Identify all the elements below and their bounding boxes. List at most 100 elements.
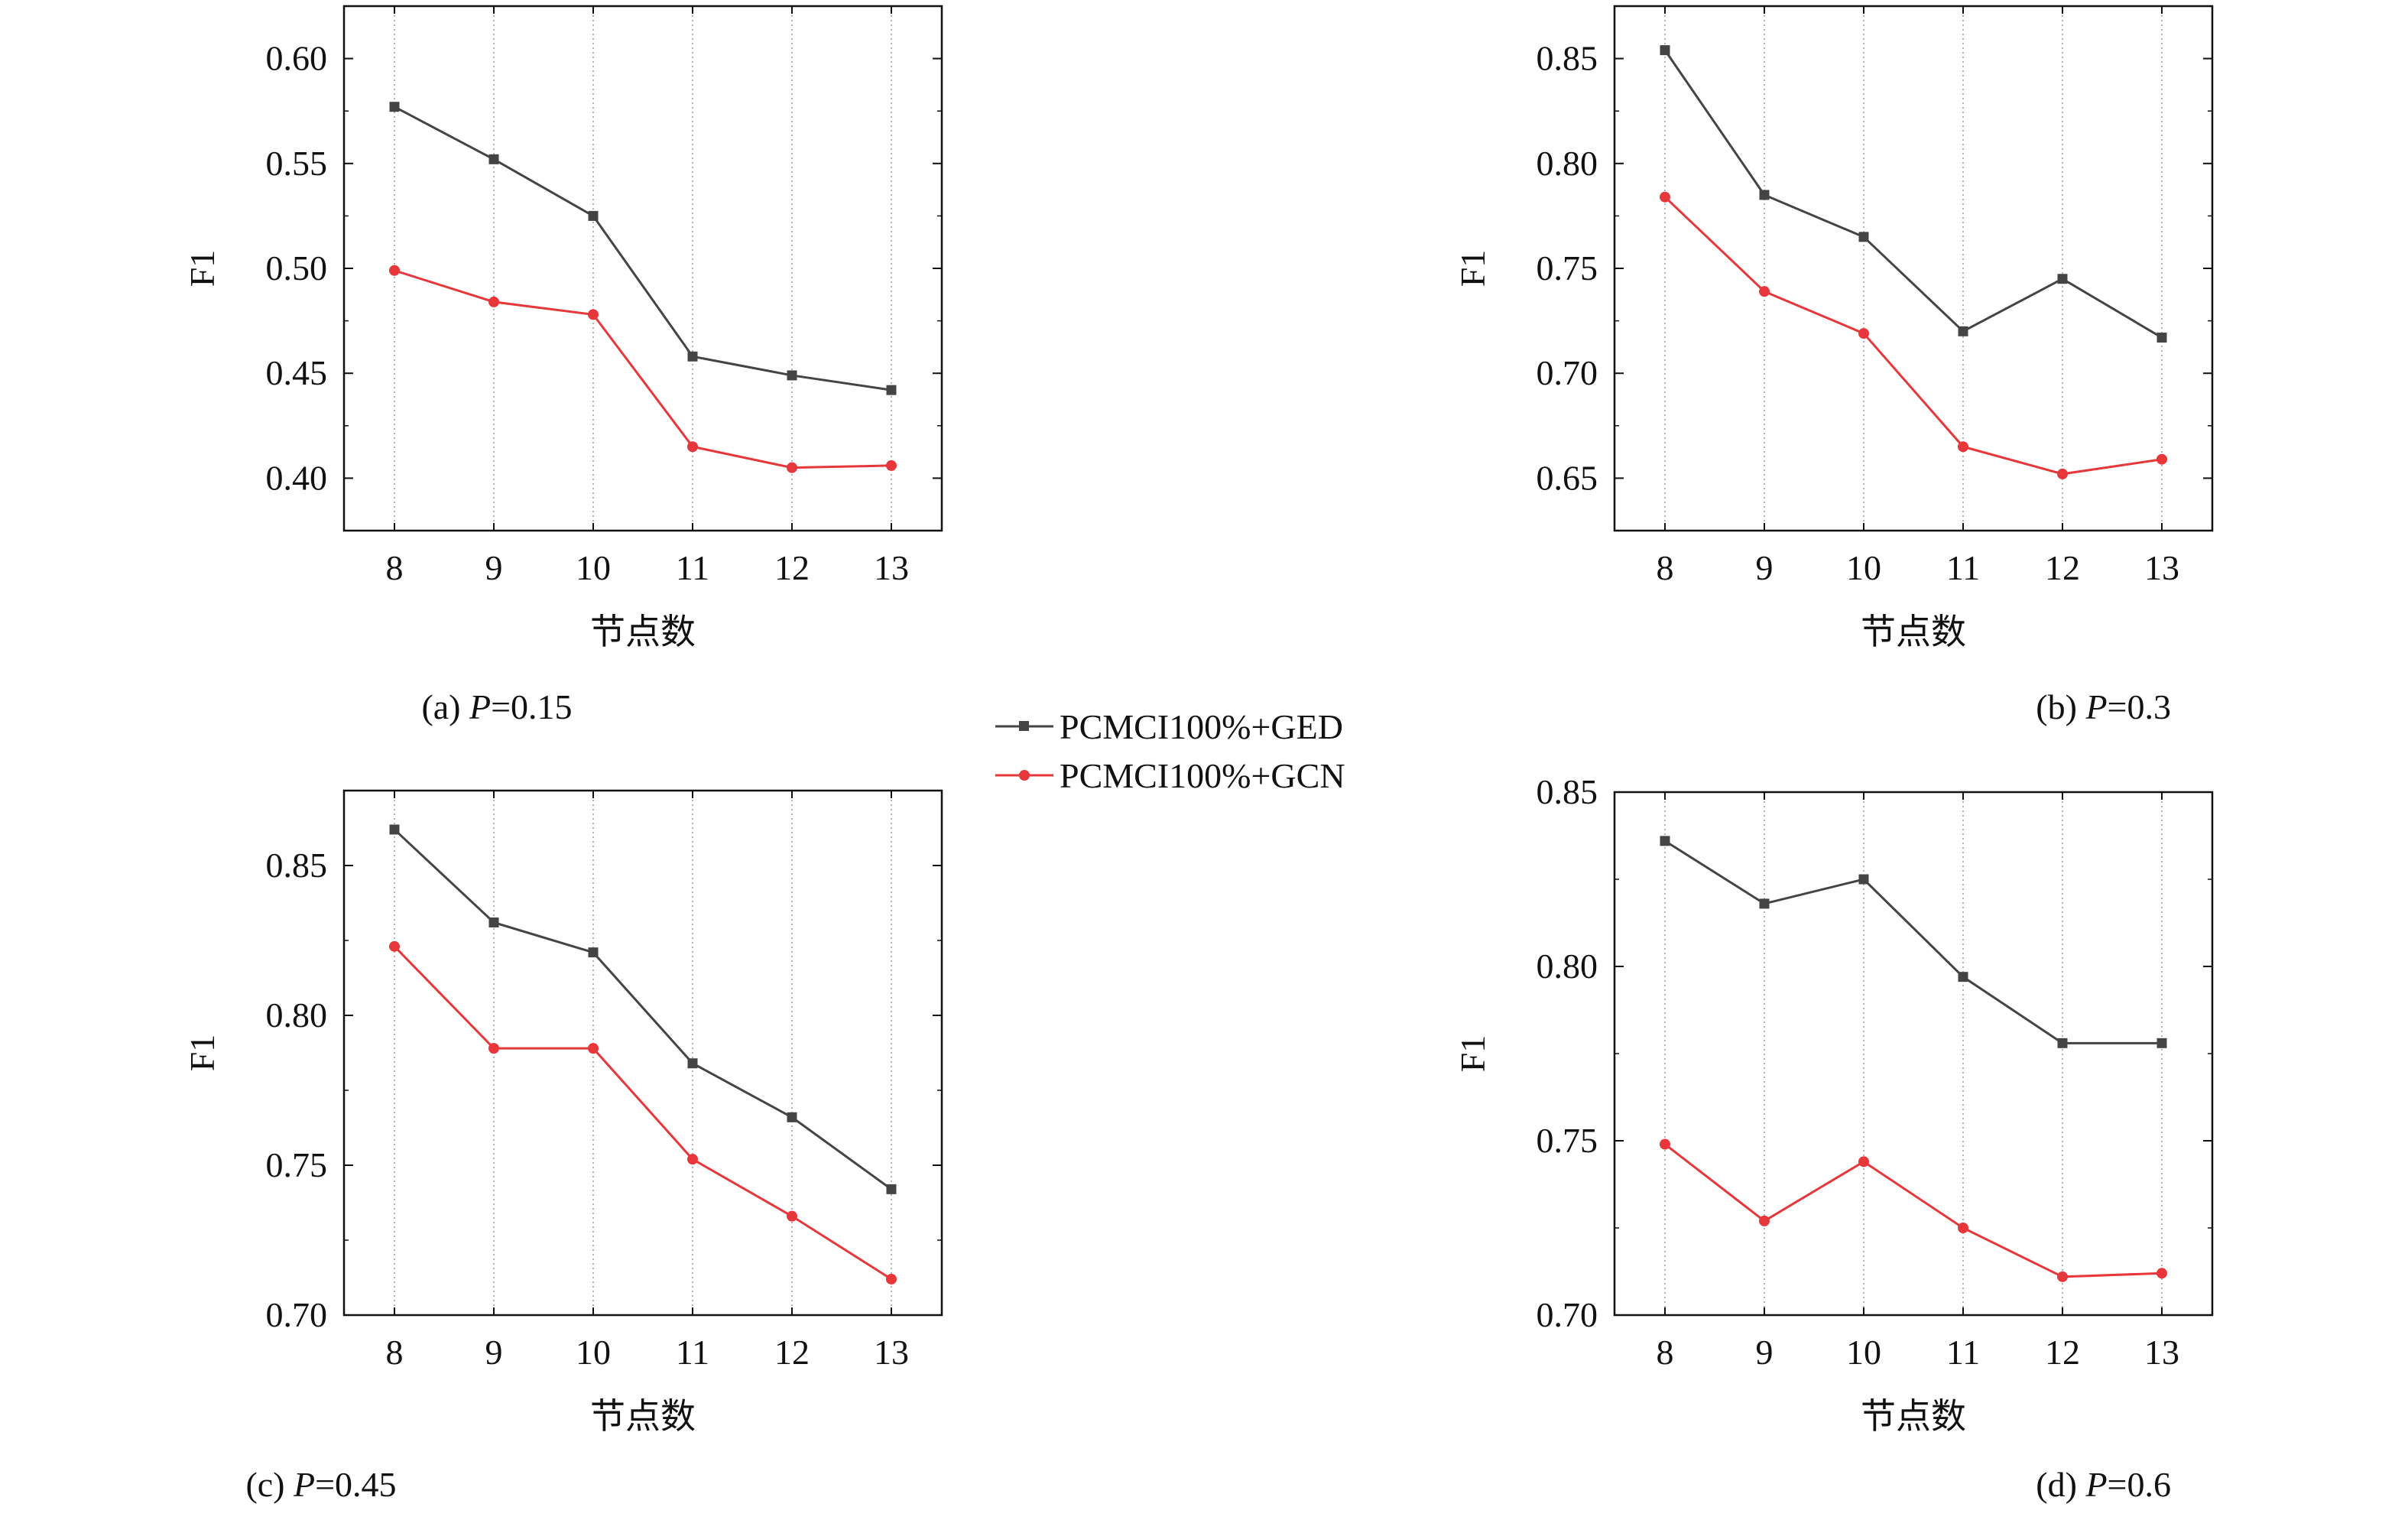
data-point-d-1-4 [2057, 1271, 2068, 1282]
data-point-c-0-1 [488, 917, 499, 927]
data-point-a-1-3 [687, 441, 698, 453]
x-tick-label-d-2: 10 [1846, 1333, 1881, 1372]
chart-svg-b: 8 9 10 11 12 13 0.65 0.70 0.75 0.80 0.85 节点数 F1 [1453, 5, 2214, 651]
data-point-a-0-2 [588, 210, 599, 221]
data-point-b-0-3 [1958, 326, 1968, 336]
x-tick-label-c-0: 8 [386, 1333, 404, 1372]
y-tick-label-b-2: 0.75 [1537, 248, 1598, 287]
caption-c-suffix: =0.45 [315, 1465, 397, 1504]
data-point-a-1-5 [886, 460, 897, 471]
data-point-a-1-4 [787, 462, 797, 473]
x-axis-label-b: 节点数 [1861, 612, 1966, 651]
data-point-c-0-0 [389, 824, 400, 835]
data-point-d-1-5 [2156, 1268, 2167, 1279]
x-tick-label-a-3: 11 [676, 548, 709, 587]
y-axis-label-b: F1 [1453, 250, 1492, 287]
data-point-c-1-1 [488, 1043, 499, 1054]
caption-a-suffix: =0.15 [491, 687, 573, 726]
data-point-c-1-0 [389, 940, 400, 952]
caption-a-var: P [469, 687, 492, 726]
series-line-a-0 [394, 106, 892, 391]
data-point-b-1-4 [2057, 468, 2068, 479]
plot-frame-a [342, 5, 943, 532]
chart-svg-a: 8 9 10 11 12 13 0.40 0.45 0.50 0.55 0.60 节点数 F1 [183, 5, 943, 651]
data-point-a-1-2 [588, 309, 599, 320]
y-axis-label-c: F1 [183, 1034, 222, 1072]
data-point-d-1-3 [1958, 1223, 1968, 1233]
data-point-a-0-3 [687, 351, 698, 362]
caption-d-prefix: (d) [2036, 1465, 2086, 1504]
x-tick-label-c-4: 12 [774, 1333, 810, 1372]
x-tick-label-c-1: 9 [485, 1333, 503, 1372]
data-point-b-0-4 [2057, 274, 2068, 284]
x-tick-label-c-3: 11 [676, 1333, 709, 1372]
plot-frame-d [1613, 791, 2214, 1317]
y-tick-label-c-3: 0.85 [266, 846, 328, 885]
x-tick-label-d-0: 8 [1657, 1333, 1674, 1372]
x-tick-label-a-2: 10 [576, 548, 611, 587]
caption-d: (d) P=0.6 [1284, 1464, 2171, 1505]
y-tick-label-b-3: 0.80 [1537, 144, 1598, 183]
x-tick-label-b-3: 11 [1946, 548, 1980, 587]
x-axis-label-a: 节点数 [590, 612, 696, 651]
y-tick-label-b-1: 0.70 [1537, 353, 1598, 392]
x-tick-label-b-1: 9 [1756, 548, 1774, 587]
data-point-b-0-0 [1660, 45, 1670, 56]
series-line-d-0 [1664, 840, 2162, 1044]
y-tick-label-d-2: 0.80 [1537, 947, 1598, 986]
legend-label-ged: PCMCI100%+GED [1060, 707, 1343, 746]
legend-label-gcn: PCMCI100%+GCN [1060, 756, 1345, 795]
caption-d-var: P [2085, 1465, 2108, 1504]
caption-c-prefix: (c) [245, 1465, 294, 1504]
y-tick-label-b-0: 0.65 [1537, 458, 1598, 497]
data-point-a-1-0 [389, 265, 400, 276]
data-point-d-1-2 [1858, 1156, 1869, 1168]
chart-panel-d: 8 9 10 11 12 13 0.70 0.75 0.80 0.85 节点数 F1 (d) P=0.… [1284, 765, 2278, 1520]
data-point-b-1-1 [1759, 286, 1770, 297]
data-point-b-1-3 [1958, 441, 1968, 453]
data-point-c-1-2 [588, 1043, 599, 1054]
y-axis-label-a: F1 [183, 250, 222, 287]
y-tick-label-c-1: 0.75 [266, 1145, 328, 1184]
series-line-b-0 [1663, 49, 2163, 339]
x-tick-label-b-5: 13 [2144, 548, 2179, 587]
data-point-a-0-5 [886, 385, 897, 395]
y-tick-label-d-1: 0.75 [1537, 1121, 1598, 1160]
x-tick-label-d-5: 13 [2144, 1333, 2179, 1372]
data-point-b-0-5 [2156, 333, 2167, 343]
chart-panel-a: 8 9 10 11 12 13 0.40 0.45 0.50 0.55 0.60 节点数 F1 (a) … [0, 0, 994, 757]
y-tick-label-d-0: 0.70 [1537, 1295, 1598, 1334]
x-tick-label-a-5: 13 [874, 548, 909, 587]
x-axis-label-c: 节点数 [590, 1397, 696, 1436]
x-tick-label-b-2: 10 [1846, 548, 1881, 587]
series-line-d-1 [1664, 1143, 2163, 1278]
data-point-d-1-0 [1660, 1138, 1670, 1150]
data-point-c-1-4 [787, 1210, 797, 1222]
x-axis-label-d: 节点数 [1861, 1397, 1966, 1436]
y-tick-label-b-4: 0.85 [1537, 39, 1598, 78]
x-tick-label-b-0: 8 [1657, 548, 1674, 587]
data-point-d-0-5 [2156, 1038, 2167, 1048]
caption-b-var: P [2085, 687, 2108, 726]
plot-frame-c [342, 789, 943, 1317]
chart-svg-d: 8 9 10 11 12 13 0.70 0.75 0.80 0.85 节点数 F1 [1453, 772, 2214, 1436]
data-point-a-1-1 [488, 296, 499, 307]
caption-b-suffix: =0.3 [2107, 687, 2171, 726]
data-point-a-0-0 [389, 102, 400, 112]
series-line-a-1 [394, 269, 892, 469]
data-point-a-0-4 [787, 370, 797, 381]
chart-panel-b: 8 9 10 11 12 13 0.65 0.70 0.75 0.80 0.85 节点数 F1 (b) … [1284, 0, 2278, 757]
data-point-a-0-1 [488, 154, 499, 164]
data-point-b-1-5 [2156, 453, 2167, 465]
chart-panel-c: 8 9 10 11 12 13 0.70 0.75 0.80 0.85 节点数 F1 (c) P=0.… [0, 765, 994, 1520]
chart-legend: PCMCI100%+GED PCMCI100%+GCN [992, 703, 1451, 803]
y-tick-label-a-4: 0.60 [266, 39, 328, 78]
caption-d-suffix: =0.6 [2107, 1465, 2171, 1504]
chart-svg-c: 8 9 10 11 12 13 0.70 0.75 0.80 0.85 节点数 F1 [183, 789, 943, 1436]
x-tick-label-d-3: 11 [1946, 1333, 1980, 1372]
y-tick-label-a-2: 0.50 [266, 248, 328, 287]
y-tick-label-a-0: 0.40 [266, 458, 328, 497]
data-point-c-0-4 [787, 1112, 797, 1122]
data-point-d-0-1 [1759, 898, 1770, 909]
caption-b-prefix: (b) [2036, 687, 2086, 726]
